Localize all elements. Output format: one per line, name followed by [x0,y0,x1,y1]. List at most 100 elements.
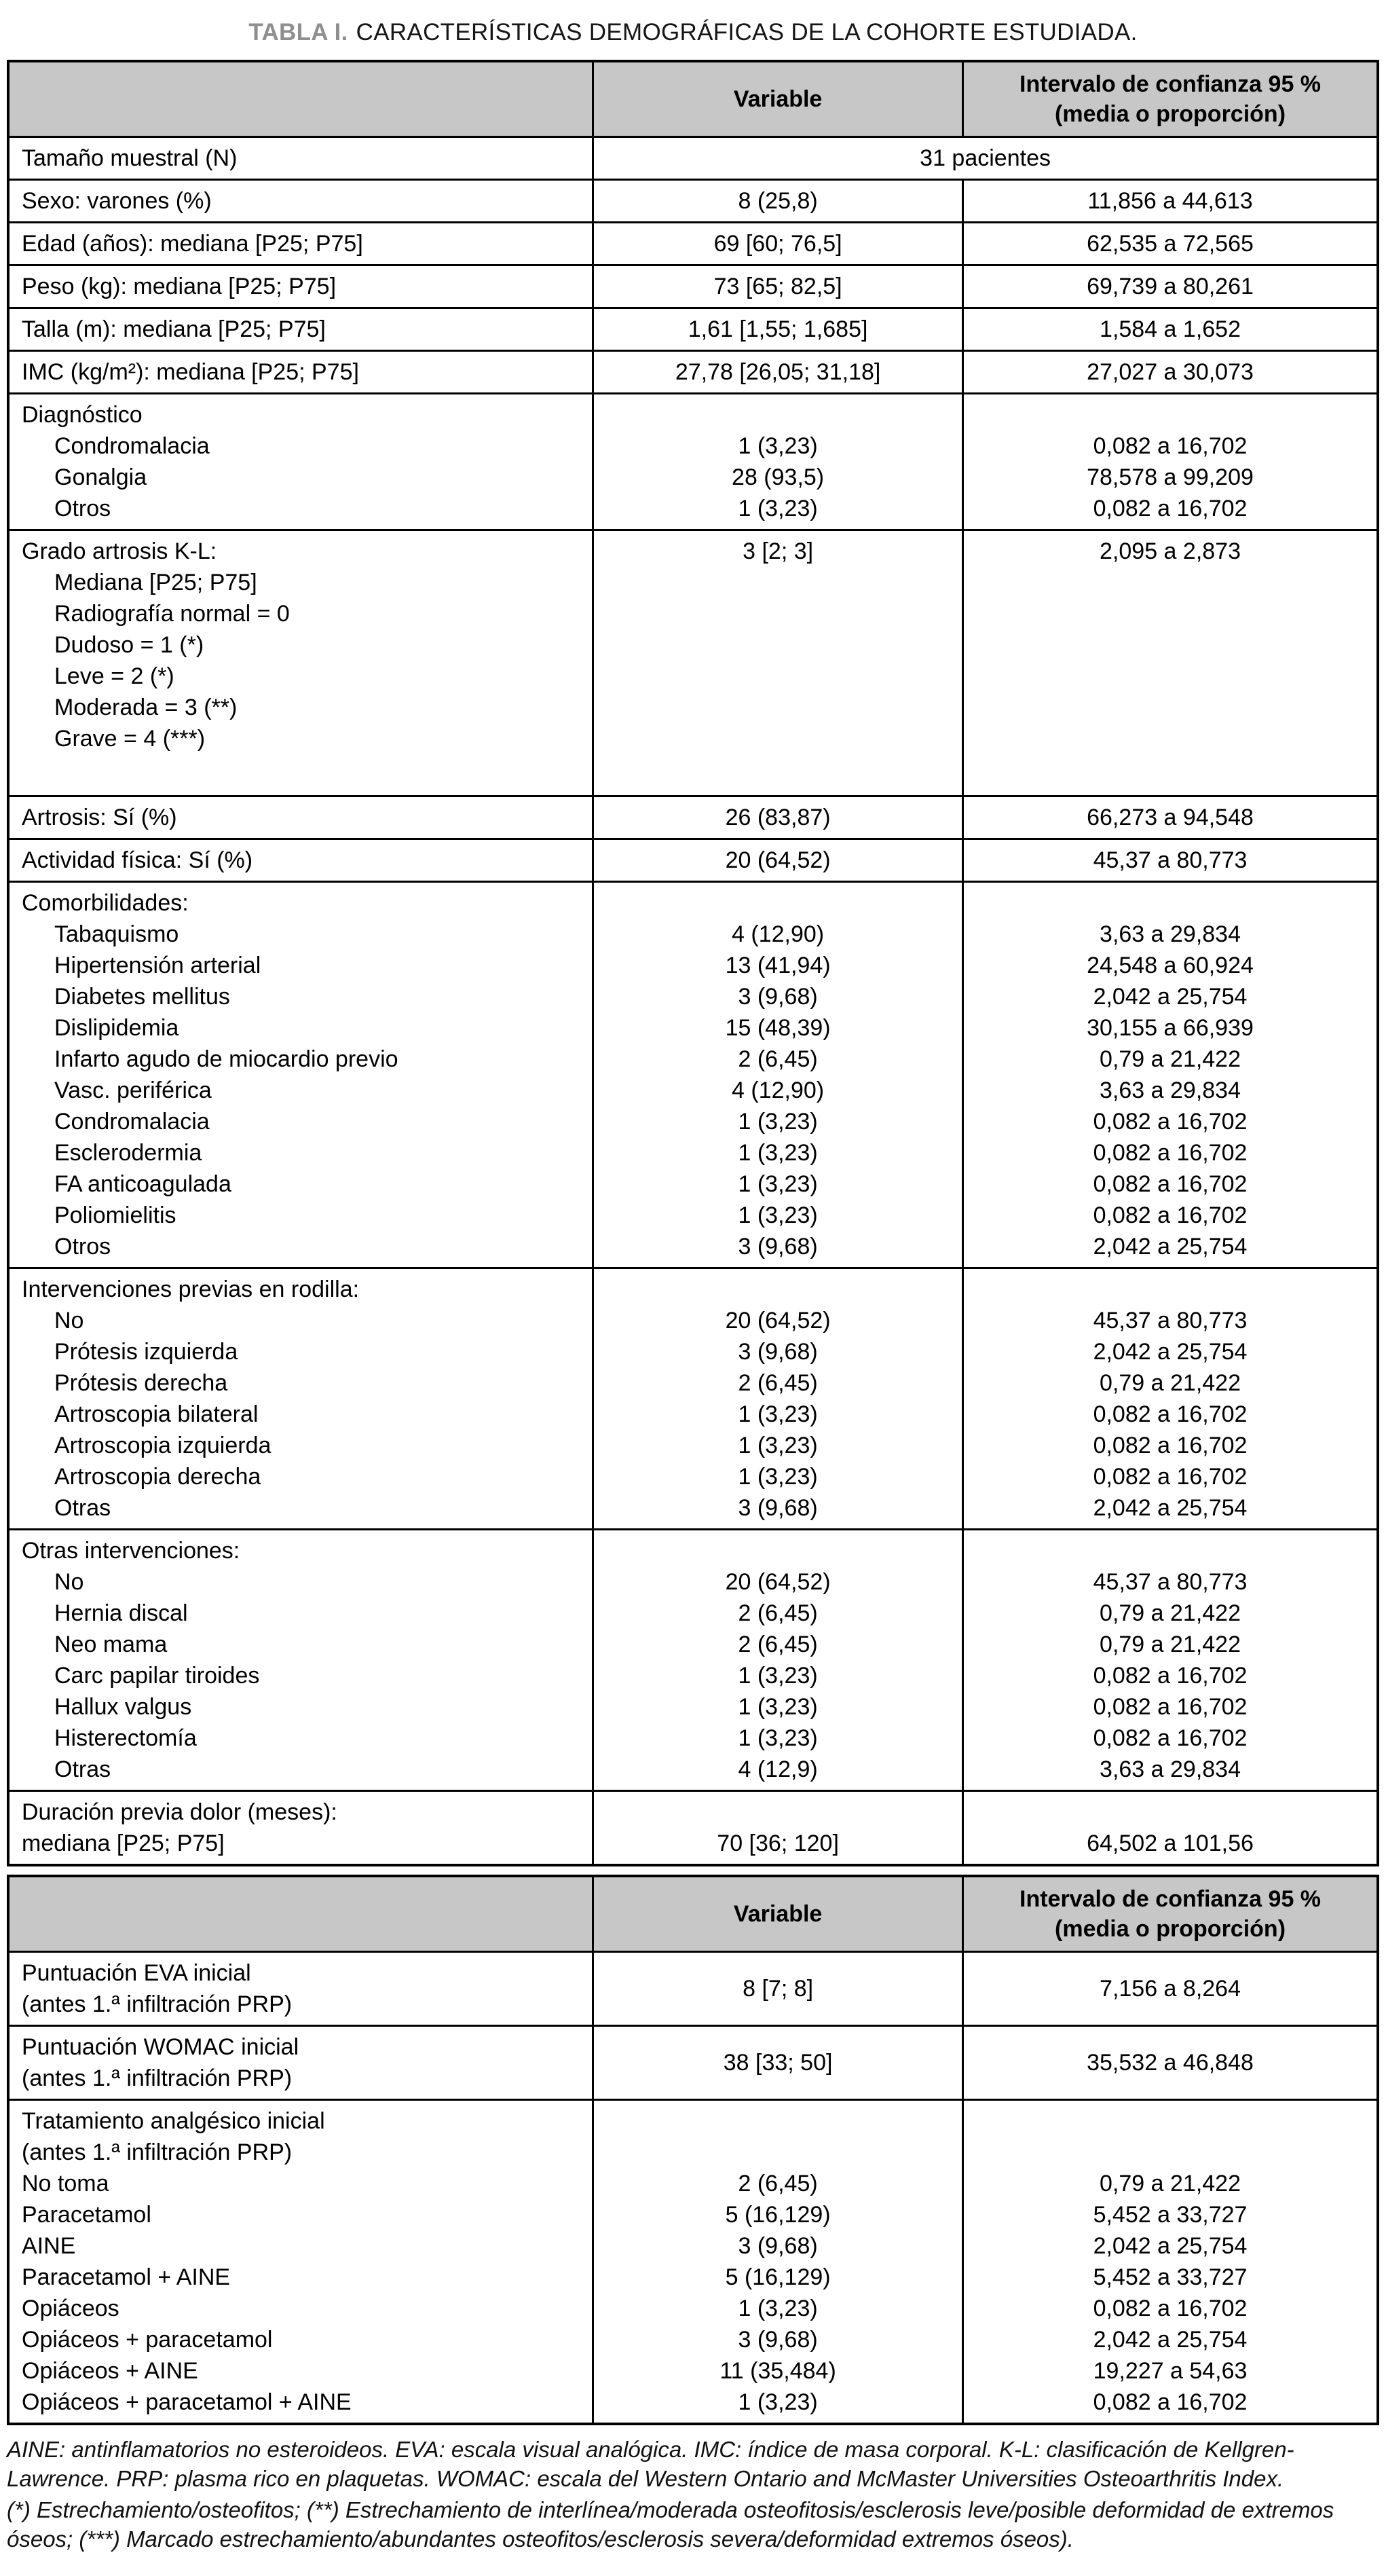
value-text: 3 (9,68) [738,1495,818,1521]
item-label: Hernia discal [54,1600,188,1626]
table-row: Puntuación EVA inicial (antes 1.ª infiltr… [7,1951,1379,2027]
table-row: Diagnóstico Condromalacia Gonalgia Otros 1 … [7,392,1379,531]
item-label: Hipertensión arterial [54,953,261,978]
value-cell: 20 (64,52) [592,838,964,883]
value-text: 1 (3,23) [738,1694,818,1720]
value-text: 73 [65; 82,5] [713,274,842,299]
row-label-cell: Peso (kg): mediana [P25; P75] [7,264,595,309]
value-text: 20 (64,52) [725,1308,831,1333]
value-text: 20 (64,52) [725,847,831,873]
value-text [606,399,950,430]
value-cell: 1 (3,23) 28 (93,5) 1 (3,23) [592,392,964,531]
table-row: Duración previa dolor (meses): mediana [P… [7,1790,1379,1866]
row-label-cell: Edad (años): mediana [P25; P75] [7,221,595,266]
item-label: No toma [22,2171,109,2196]
item-label: Condromalacia [54,1109,210,1135]
table-row: Actividad física: Sí (%) 20 (64,52) 45,37 … [7,838,1379,883]
value-text: 70 [36; 120] [717,1830,839,1856]
ci-cell: 45,37 a 80,773 0,79 a 21,422 0,79 a 21,422… [962,1528,1379,1792]
ci-cell: 0,79 a 21,422 5,452 a 33,727 2,042 a 25,75… [962,2099,1379,2425]
item-label: Opiáceos + paracetamol [22,2327,273,2353]
value-text: 4 (12,9) [738,1756,818,1782]
item-label: Vasc. periférica [54,1078,212,1103]
row-label: Sexo: varones (%) [22,188,212,214]
ci-text [976,598,1364,629]
group-label: Intervenciones previas en rodilla: [22,1276,360,1302]
value-text [606,567,950,598]
table-title-label: TABLA I. [248,19,348,45]
value-text: 1 (3,23) [738,1171,818,1197]
item-label: Dudoso = 1 (*) [54,632,204,658]
ci-text: 19,227 a 54,63 [1093,2358,1248,2384]
value-cell: 73 [65; 82,5] [592,264,964,309]
row-label: mediana [P25; P75] [22,1830,225,1856]
value-text: 28 (93,5) [732,464,825,490]
ci-cell: 64,502 a 101,56 [962,1790,1379,1866]
row-label-cell: Otras intervenciones: No Hernia discal Neo … [7,1528,595,1792]
ci-text: 0,79 a 21,422 [1100,1046,1241,1072]
ci-cell: 62,535 a 72,565 [962,221,1379,266]
ci-text: 0,082 a 16,702 [1093,1109,1248,1135]
ci-cell: 45,37 a 80,773 [962,838,1379,883]
ci-text: 2,042 a 25,754 [1093,984,1248,1010]
ci-text: 35,532 a 46,848 [1087,2050,1254,2076]
value-text: 2 (6,45) [738,1046,818,1072]
value-text [606,629,950,661]
item-label: Carc papilar tiroides [54,1663,260,1689]
ci-text: 0,082 a 16,702 [1093,2389,1248,2415]
header-empty-cell [7,1875,595,1953]
row-label: (antes 1.ª infiltración PRP) [22,1991,293,2017]
value-text: 3 (9,68) [738,2327,818,2353]
table-row: Otras intervenciones: No Hernia discal Neo … [7,1528,1379,1792]
table-row: Artrosis: Sí (%) 26 (83,87) 66,273 a 94,54… [7,795,1379,840]
item-label: Otras [54,1756,111,1782]
value-text: 2 (6,45) [738,1600,818,1626]
group-label: Tratamiento analgésico inicial [22,2108,325,2134]
table-row: Tamaño muestral (N) 31 pacientes [7,136,1379,181]
table-title: TABLA I. CARACTERÍSTICAS DEMOGRÁFICAS DE … [7,19,1379,46]
value-cell: 1,61 [1,55; 1,685] [592,307,964,352]
item-label: AINE [22,2233,76,2259]
ci-text: 0,082 a 16,702 [1093,496,1248,521]
value-cell: 20 (64,52) 3 (9,68) 2 (6,45) 1 (3,23) 1 (3,2… [592,1267,964,1530]
ci-text [976,723,1364,754]
ci-cell: 27,027 a 30,073 [962,350,1379,394]
table-row: Tratamiento analgésico inicial (antes 1.ª… [7,2099,1379,2425]
item-label: Histerectomía [54,1725,197,1751]
value-text: 11 (35,484) [719,2358,836,2384]
value-text: 4 (12,90) [732,1078,825,1103]
table-row: Edad (años): mediana [P25; P75] 69 [60; 7… [7,221,1379,266]
table-row: Intervenciones previas en rodilla: No Prót… [7,1267,1379,1530]
ci-cell: 11,856 a 44,613 [962,179,1379,223]
item-label: Opiáceos [22,2296,119,2321]
value-text: 1 (3,23) [738,1725,818,1751]
table-row: Talla (m): mediana [P25; P75] 1,61 [1,55;… [7,307,1379,352]
ci-text: 0,082 a 16,702 [1093,433,1248,459]
value-cell: 38 [33; 50] [592,2025,964,2101]
row-label: IMC (kg/m²): mediana [P25; P75] [22,359,359,385]
value-text: 20 (64,52) [725,1569,831,1595]
header-ci-line1: Intervalo de confianza 95 % [1019,71,1322,97]
value-text: 1 (3,23) [738,1109,818,1135]
value-text: 1,61 [1,55; 1,685] [688,316,868,342]
item-label: Paracetamol + AINE [22,2264,231,2290]
value-text [606,1274,950,1305]
value-text: 1 (3,23) [738,2296,818,2321]
group-label: (antes 1.ª infiltración PRP) [22,2139,293,2165]
ci-text: 45,37 a 80,773 [1093,847,1248,873]
ci-text [976,692,1364,723]
ci-text [976,2137,1364,2168]
ci-text: 64,502 a 101,56 [1087,1830,1254,1856]
ci-text: 7,156 a 8,264 [1100,1976,1241,2002]
item-label: Prótesis izquierda [54,1339,238,1365]
ci-text [976,1535,1364,1566]
row-label-cell: Tratamiento analgésico inicial (antes 1.ª… [7,2099,595,2425]
row-label: Puntuación EVA inicial [22,1960,251,1986]
item-label: Mediana [P25; P75] [54,570,257,595]
value-text [606,2105,950,2137]
row-label: (antes 1.ª infiltración PRP) [22,2065,293,2091]
item-label: Otros [54,496,111,521]
footnotes: AINE: antinflamatorios no esteroideos. E… [7,2435,1379,2554]
item-label: Poliomielitis [54,1202,176,1228]
ci-text [976,567,1364,598]
